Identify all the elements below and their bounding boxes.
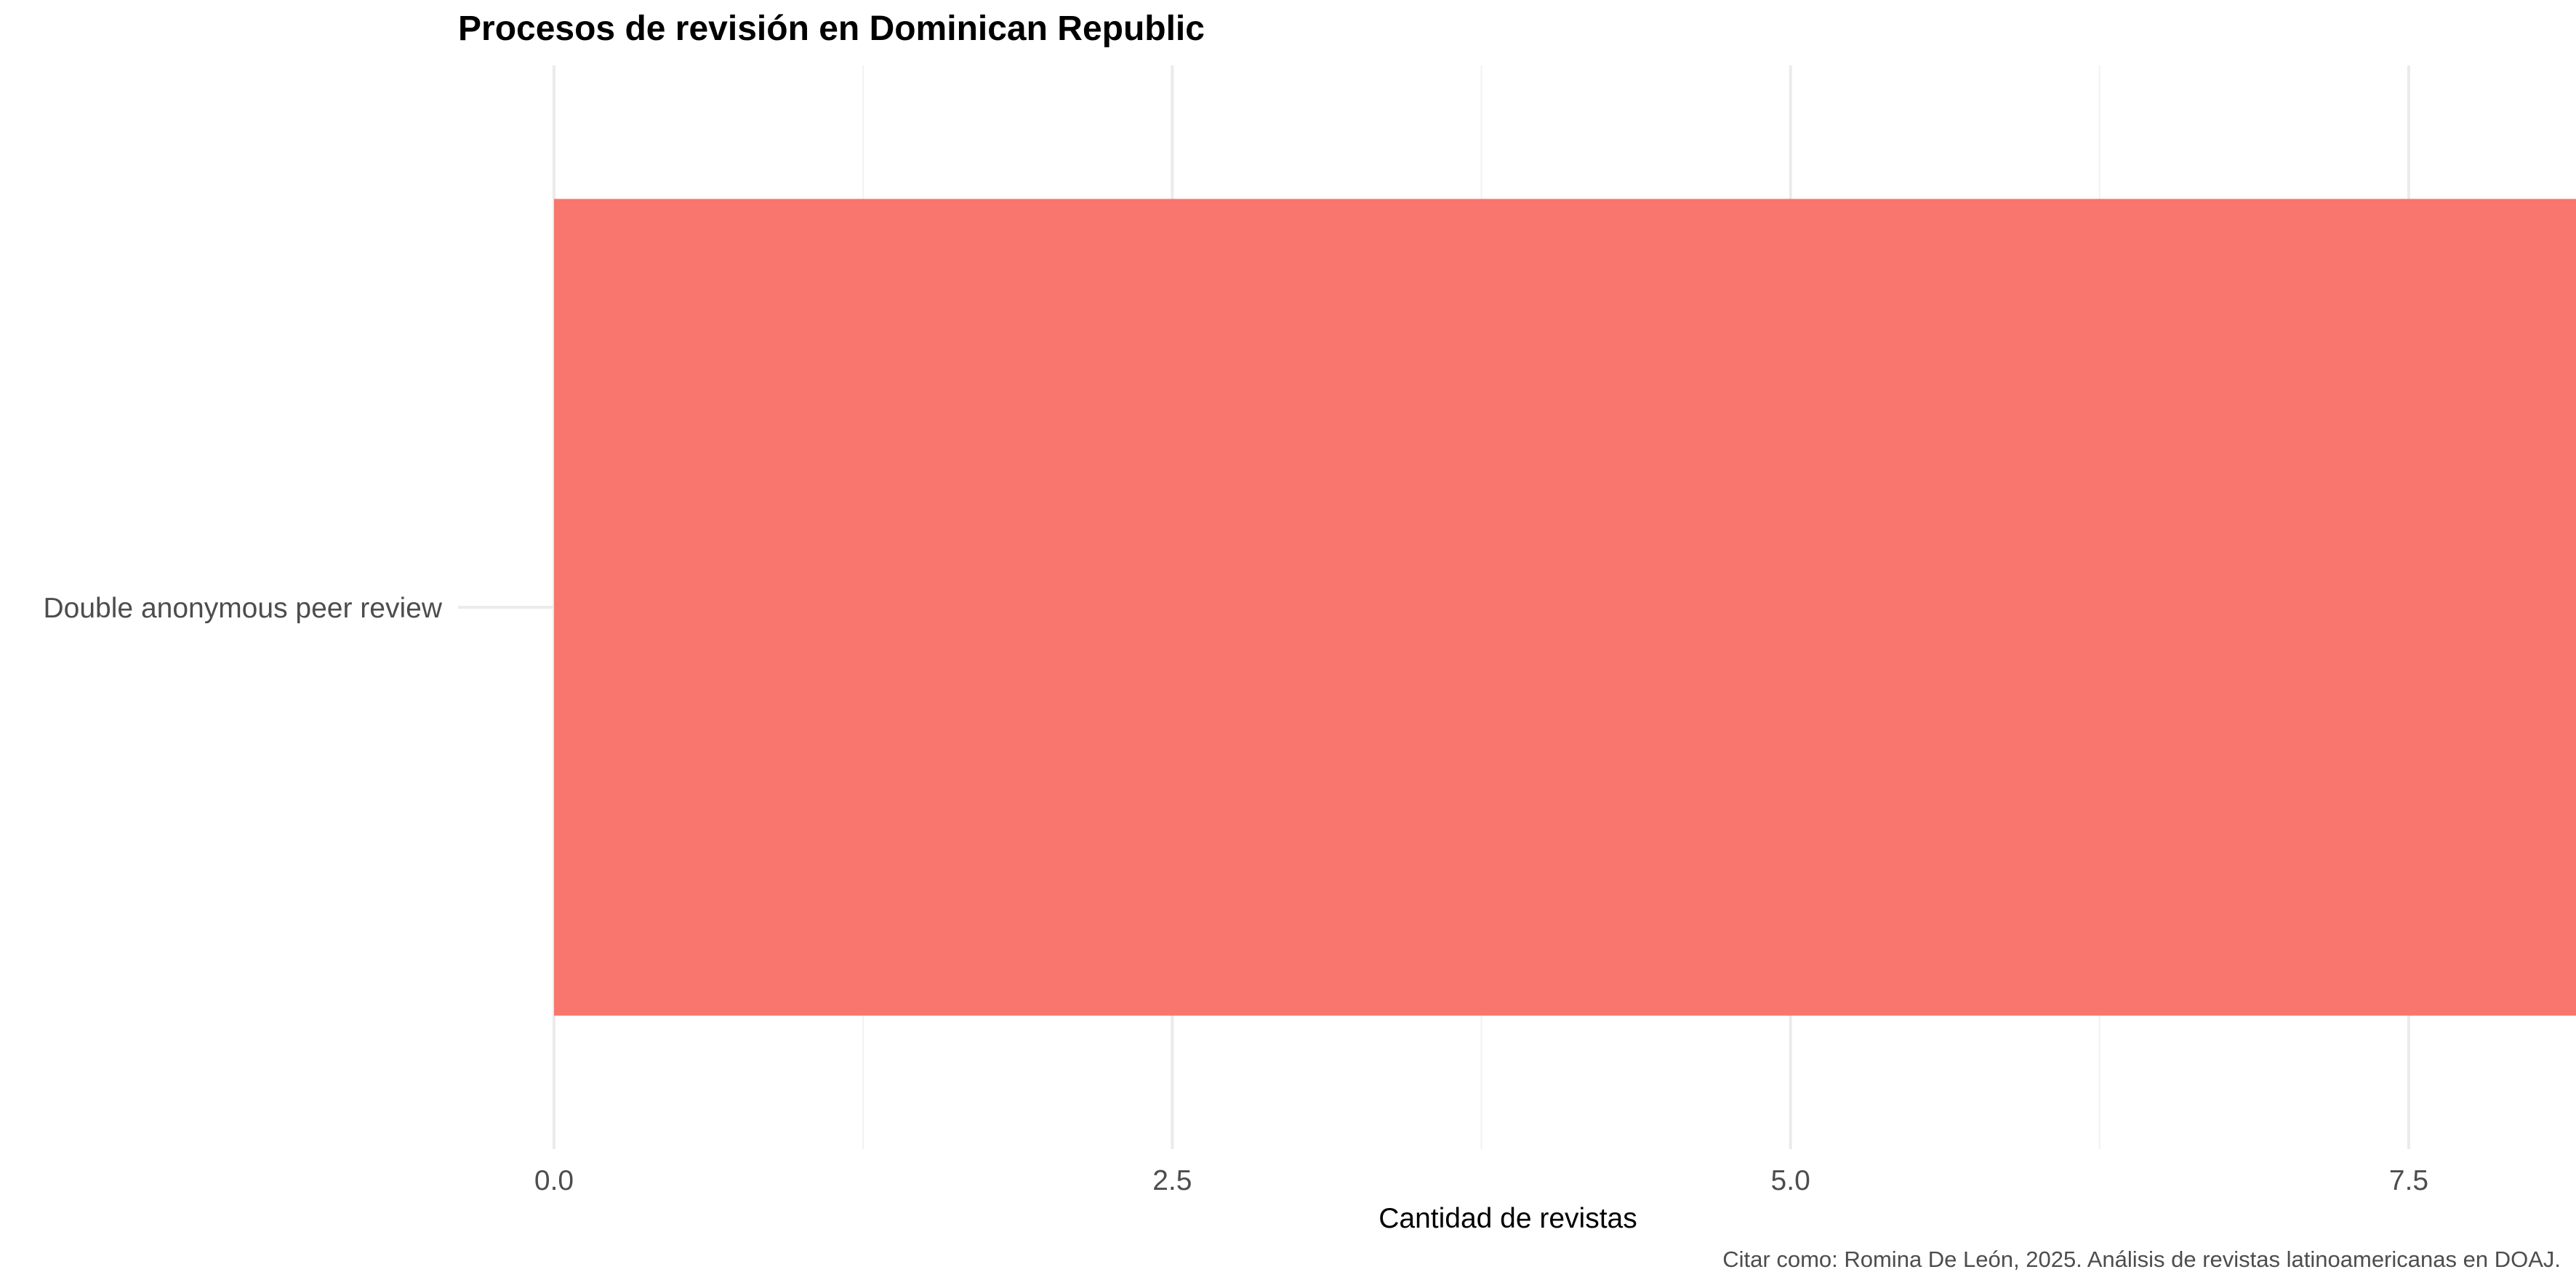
bars [554,199,2576,1016]
bar [554,199,2576,1016]
x-tick-label: 5.0 [1771,1165,1810,1196]
y-tick-label: Double anonymous peer review [44,593,443,624]
tick-labels: Double anonymous peer review 0.0 2.5 5.0 7.5 [44,593,2429,1196]
x-tick-label: 0.0 [534,1165,574,1196]
chart-title: Procesos de revisión en Dominican Republ… [458,9,1205,48]
x-tick-label: 7.5 [2389,1165,2428,1196]
x-tick-label: 2.5 [1152,1165,1192,1196]
chart-caption: Citar como: Romina De León, 2025. Anális… [1722,1247,2561,1272]
x-axis-title: Cantidad de revistas [1379,1203,1637,1234]
